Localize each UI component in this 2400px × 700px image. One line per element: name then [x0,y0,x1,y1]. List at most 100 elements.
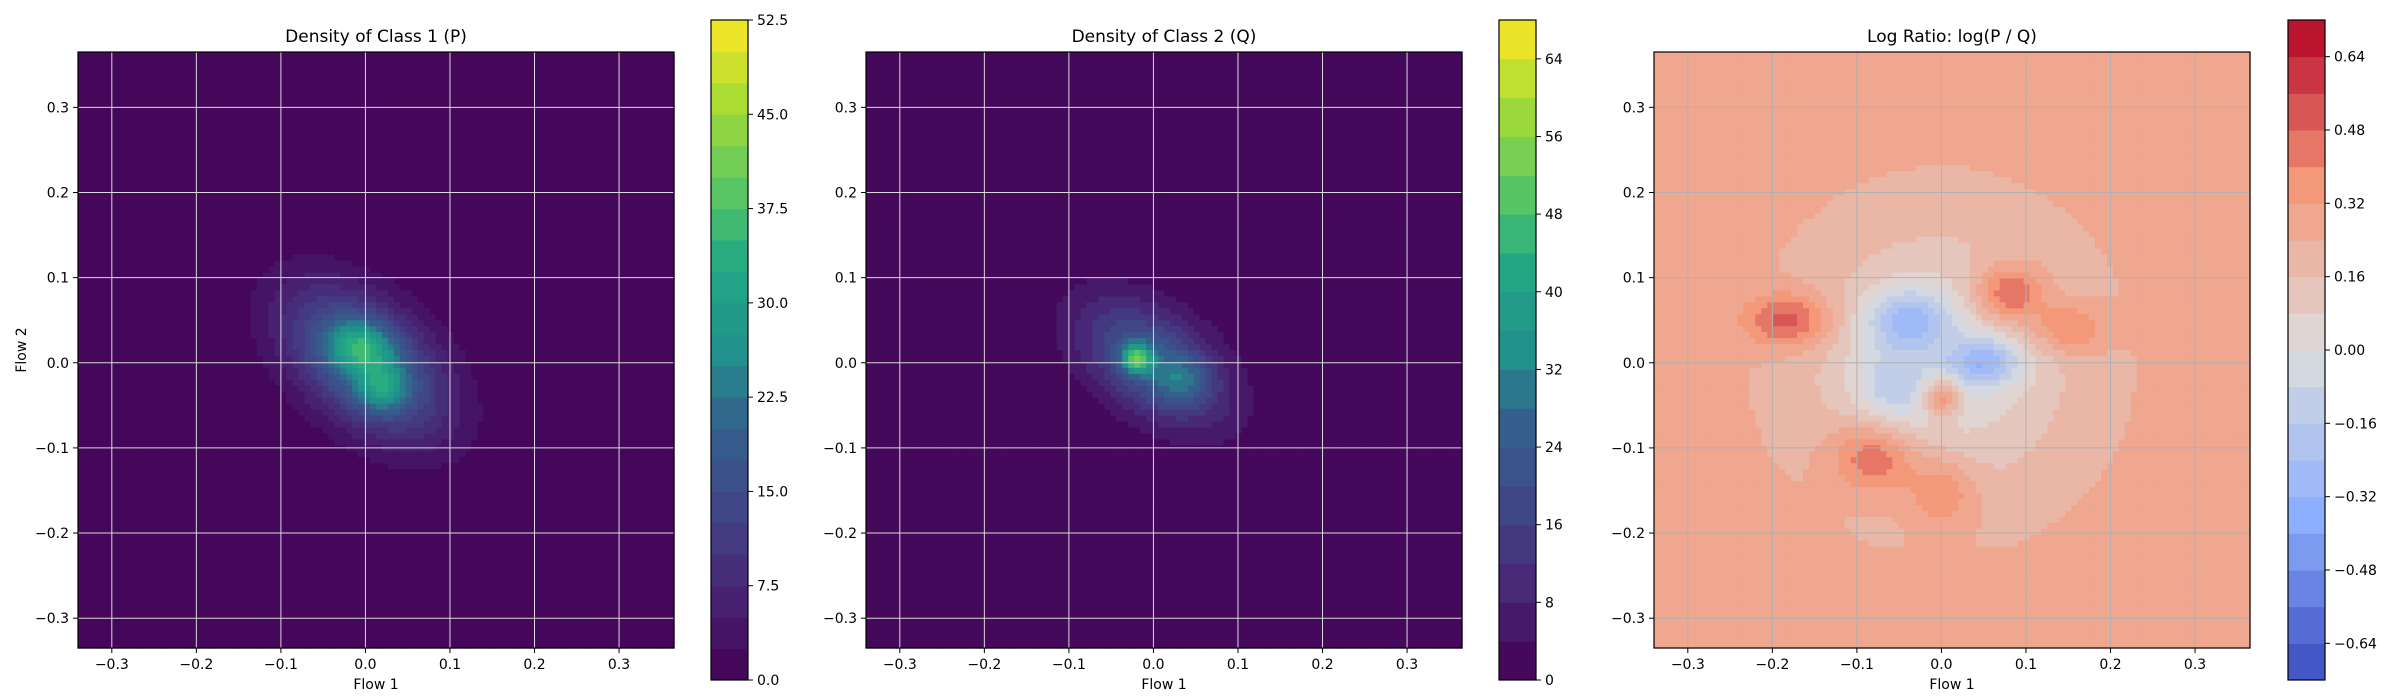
y-axis-label: Flow 2 [14,327,30,372]
x-tick-label: −0.2 [1755,657,1789,673]
colorbar-tick-label: 40 [1545,285,1563,301]
colorbar-level [2288,20,2325,58]
y-tick-label: −0.2 [823,526,857,542]
heatmap-field [78,52,675,649]
x-axis-label: Flow 1 [1141,677,1186,693]
colorbar-level [1499,563,1536,603]
colorbar-level [711,240,748,272]
x-tick-label: 0.3 [1396,657,1418,673]
colorbar-level [2288,423,2325,461]
axes-frame [865,51,1463,649]
colorbar: −0.64 −0.48 −0.32 −0.16 0.00 0.16 0.32 0.48 0.64 [2287,19,2377,681]
colorbar-frame [710,19,749,681]
colorbar-level [711,397,748,430]
x-tick-label: 0.0 [1930,657,1952,673]
colorbar-level [1499,485,1536,526]
heatmap-field [1654,52,2251,649]
x-tick-label: −0.2 [179,657,213,673]
colorbar-tick-label: 0.64 [2334,50,2365,66]
y-tick-label: 0.0 [835,356,857,372]
x-tick-label: 0.1 [439,657,461,673]
y-tick-label: −0.3 [823,611,857,627]
y-tick-label: −0.2 [35,526,69,542]
y-tick-label: 0.3 [47,100,69,116]
colorbar-level [2288,276,2325,314]
y-tick-label: 0.3 [1623,100,1645,116]
colorbar-level [2288,313,2325,351]
colorbar-tick-label: 64 [1545,52,1563,68]
x-tick-label: −0.1 [1840,657,1874,673]
axes-frame [1653,51,2251,649]
y-tick-label: 0.2 [835,185,857,201]
chart-title: Log Ratio: log(P / Q) [1867,27,2037,47]
colorbar-tick-label: 7.5 [757,579,779,595]
colorbar-level [1499,447,1536,487]
x-axis-label: Flow 1 [1929,677,1974,693]
y-tick-label: 0.1 [47,271,69,287]
colorbar-level [1499,330,1536,370]
colorbar-level [2288,533,2325,571]
colorbar-level [1499,136,1536,176]
x-tick-label: −0.3 [1671,657,1705,673]
colorbar-tick-label: 0.48 [2334,123,2365,139]
y-tick-label: 0.2 [1623,185,1645,201]
colorbar-tick-label: 0.0 [757,673,779,689]
x-tick-label: −0.3 [95,657,129,673]
colorbar-level [2288,350,2325,388]
colorbar-tick-label: 52.5 [757,13,788,29]
colorbar-level [1499,408,1536,448]
colorbar-level [711,460,748,492]
colorbar-level [2288,460,2325,498]
colorbar-tick-label: 48 [1545,207,1563,223]
x-tick-label: −0.3 [883,657,917,673]
colorbar-level [2288,166,2325,204]
colorbar-tick-label: −0.32 [2334,490,2377,506]
colorbar-tick-label: 24 [1545,440,1563,456]
colorbar-tick-label: 32 [1545,362,1563,378]
colorbar-tick-label: 0.00 [2334,343,2365,359]
colorbar-level [711,208,748,241]
colorbar-level [711,51,748,84]
x-tick-label: −0.1 [1052,657,1086,673]
heatmap-field [866,52,1463,649]
colorbar-level [1499,214,1536,254]
x-tick-label: 0.2 [1311,657,1333,673]
colorbar-level [2288,240,2325,278]
x-tick-label: 0.3 [608,657,630,673]
y-tick-label: 0.1 [1623,271,1645,287]
y-tick-label: −0.1 [1611,441,1645,457]
colorbar-level [711,334,748,367]
colorbar-level [711,20,748,52]
chart-title: Density of Class 1 (P) [285,27,467,47]
colorbar-level [2288,203,2325,241]
colorbar-level [711,617,748,650]
colorbar-level [1499,369,1536,409]
x-tick-label: 0.1 [2015,657,2037,673]
colorbar-tick-label: 8 [1545,595,1554,611]
colorbar-tick-label: 37.5 [757,202,788,218]
chart-title: Density of Class 2 (Q) [1072,27,1257,47]
colorbar-level [711,648,748,681]
colorbar-level [2288,643,2325,681]
colorbar-level [711,554,748,587]
x-tick-label: 0.1 [1227,657,1249,673]
colorbar-level [711,82,748,115]
colorbar-frame [1498,19,1537,681]
colorbar-tick-label: 22.5 [757,390,788,406]
colorbar-level [2288,496,2325,534]
y-tick-label: −0.1 [823,441,857,457]
colorbar-level [711,491,748,524]
colorbar-level [711,302,748,335]
colorbar-level [2288,386,2325,424]
colorbar-level [1499,175,1536,215]
colorbar-level [711,271,748,304]
y-tick-label: 0.0 [47,356,69,372]
colorbar-level [1499,58,1536,99]
colorbar-level [711,177,748,210]
colorbar-level [1499,291,1536,332]
x-tick-label: 0.3 [2184,657,2206,673]
colorbar-level [1499,97,1536,137]
colorbar-level [2288,93,2325,131]
x-tick-label: 0.2 [2099,657,2121,673]
